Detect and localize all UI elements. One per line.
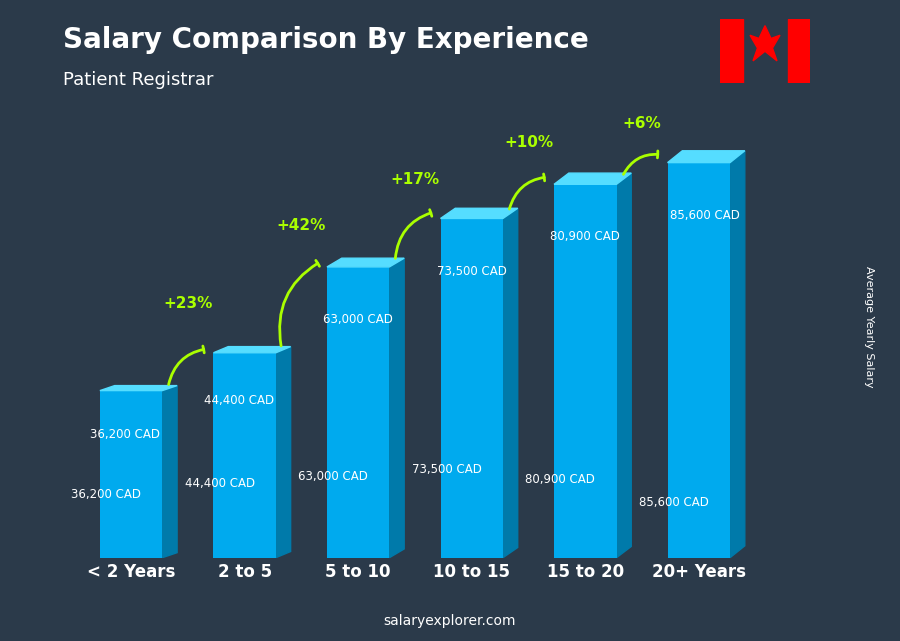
Polygon shape bbox=[213, 347, 291, 353]
Text: Patient Registrar: Patient Registrar bbox=[63, 71, 213, 88]
Polygon shape bbox=[100, 386, 177, 390]
Polygon shape bbox=[162, 386, 177, 558]
Text: 63,000 CAD: 63,000 CAD bbox=[298, 470, 368, 483]
Polygon shape bbox=[390, 258, 404, 558]
Text: +17%: +17% bbox=[391, 172, 439, 187]
Text: Salary Comparison By Experience: Salary Comparison By Experience bbox=[63, 26, 589, 54]
Text: 85,600 CAD: 85,600 CAD bbox=[639, 496, 709, 509]
Bar bbox=[213, 353, 276, 558]
Polygon shape bbox=[616, 173, 631, 558]
Polygon shape bbox=[750, 26, 780, 61]
Polygon shape bbox=[327, 258, 404, 267]
Text: 85,600 CAD: 85,600 CAD bbox=[670, 209, 740, 222]
Bar bbox=[100, 390, 162, 558]
Bar bbox=[668, 163, 730, 558]
Polygon shape bbox=[668, 151, 745, 163]
Bar bbox=[554, 185, 616, 558]
Text: Average Yearly Salary: Average Yearly Salary bbox=[863, 266, 874, 388]
Polygon shape bbox=[554, 173, 631, 185]
Text: 73,500 CAD: 73,500 CAD bbox=[412, 463, 482, 476]
Text: +10%: +10% bbox=[504, 135, 554, 150]
Text: 36,200 CAD: 36,200 CAD bbox=[90, 428, 160, 440]
Text: 80,900 CAD: 80,900 CAD bbox=[526, 473, 595, 486]
Polygon shape bbox=[276, 347, 291, 558]
Text: 36,200 CAD: 36,200 CAD bbox=[71, 488, 141, 501]
Text: salaryexplorer.com: salaryexplorer.com bbox=[383, 614, 517, 628]
Text: +6%: +6% bbox=[623, 116, 662, 131]
Text: 73,500 CAD: 73,500 CAD bbox=[436, 265, 507, 278]
Bar bbox=[327, 267, 390, 558]
Text: +23%: +23% bbox=[163, 296, 212, 312]
Text: +42%: +42% bbox=[276, 218, 326, 233]
Bar bbox=[720, 19, 742, 83]
Polygon shape bbox=[503, 208, 517, 558]
Polygon shape bbox=[440, 208, 517, 219]
Text: 80,900 CAD: 80,900 CAD bbox=[550, 231, 620, 244]
Text: 63,000 CAD: 63,000 CAD bbox=[323, 313, 393, 326]
Bar bbox=[788, 19, 810, 83]
Text: 44,400 CAD: 44,400 CAD bbox=[204, 394, 274, 407]
Bar bbox=[440, 219, 503, 558]
Polygon shape bbox=[730, 151, 745, 558]
Text: 44,400 CAD: 44,400 CAD bbox=[184, 478, 255, 490]
